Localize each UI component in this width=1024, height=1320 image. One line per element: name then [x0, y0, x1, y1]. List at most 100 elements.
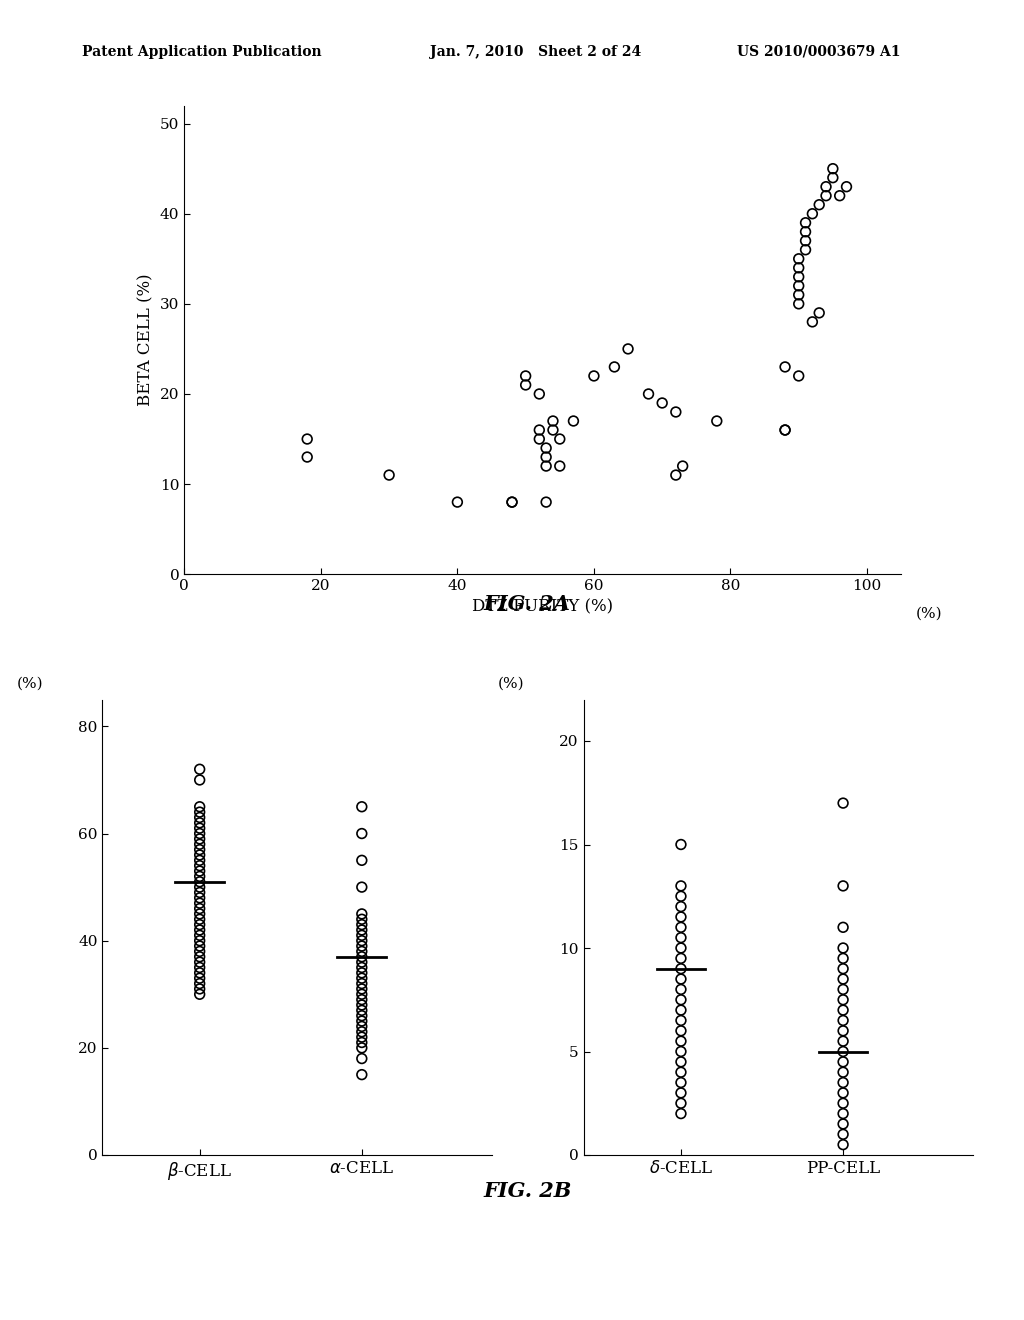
- Point: [804, 203, 820, 224]
- Point: [673, 937, 689, 958]
- Text: (%): (%): [498, 676, 524, 690]
- Point: [824, 158, 841, 180]
- Point: [798, 230, 814, 251]
- Point: [835, 916, 851, 937]
- Point: [673, 1104, 689, 1125]
- Point: [673, 1061, 689, 1082]
- Point: [531, 429, 548, 450]
- Point: [504, 491, 520, 512]
- Point: [791, 293, 807, 314]
- Point: [835, 999, 851, 1020]
- Point: [835, 1010, 851, 1031]
- Point: [353, 999, 370, 1020]
- Point: [191, 898, 208, 919]
- Point: [835, 875, 851, 896]
- Point: [818, 185, 835, 206]
- Point: [191, 759, 208, 780]
- Point: [353, 946, 370, 968]
- Point: [353, 994, 370, 1015]
- Point: [191, 920, 208, 941]
- Text: (%): (%): [915, 607, 942, 620]
- Point: [835, 1061, 851, 1082]
- Point: [191, 850, 208, 871]
- Point: [353, 1016, 370, 1038]
- Point: [673, 896, 689, 917]
- Point: [353, 1005, 370, 1026]
- Point: [353, 1064, 370, 1085]
- Point: [353, 1022, 370, 1043]
- Point: [673, 969, 689, 990]
- Point: [798, 213, 814, 234]
- Point: [835, 979, 851, 1001]
- Point: [191, 770, 208, 791]
- Point: [606, 356, 623, 378]
- Point: [191, 817, 208, 838]
- Point: [709, 411, 725, 432]
- Point: [191, 829, 208, 850]
- Point: [191, 892, 208, 913]
- Point: [353, 962, 370, 983]
- X-axis label: DTZ PURITY (%): DTZ PURITY (%): [472, 598, 613, 615]
- Point: [673, 1010, 689, 1031]
- Point: [673, 1093, 689, 1114]
- Point: [353, 920, 370, 941]
- Text: (%): (%): [16, 676, 43, 690]
- Point: [191, 812, 208, 833]
- Point: [552, 455, 568, 477]
- Point: [673, 875, 689, 896]
- Point: [791, 248, 807, 269]
- Point: [668, 401, 684, 422]
- Point: [791, 366, 807, 387]
- Point: [791, 257, 807, 279]
- Text: US 2010/0003679 A1: US 2010/0003679 A1: [737, 45, 901, 59]
- Point: [381, 465, 397, 486]
- Point: [191, 913, 208, 935]
- Point: [777, 356, 794, 378]
- Point: [353, 983, 370, 1005]
- Point: [673, 958, 689, 979]
- Point: [673, 834, 689, 855]
- Point: [191, 946, 208, 968]
- Text: FIG. 2B: FIG. 2B: [483, 1181, 571, 1201]
- Point: [673, 979, 689, 1001]
- Point: [538, 437, 554, 458]
- Point: [191, 876, 208, 898]
- Point: [673, 948, 689, 969]
- Point: [673, 1041, 689, 1063]
- Point: [668, 465, 684, 486]
- Point: [673, 1031, 689, 1052]
- Point: [353, 931, 370, 952]
- Point: [191, 834, 208, 855]
- Point: [835, 792, 851, 813]
- Point: [191, 983, 208, 1005]
- Point: [673, 886, 689, 907]
- Point: [450, 491, 466, 512]
- Point: [673, 999, 689, 1020]
- Point: [835, 1123, 851, 1144]
- Point: [835, 969, 851, 990]
- Point: [353, 876, 370, 898]
- Point: [191, 807, 208, 828]
- Point: [673, 1082, 689, 1104]
- Point: [299, 429, 315, 450]
- Point: [552, 429, 568, 450]
- Point: [191, 871, 208, 892]
- Text: FIG. 2A: FIG. 2A: [484, 594, 570, 614]
- Point: [191, 973, 208, 994]
- Point: [353, 936, 370, 957]
- Point: [835, 989, 851, 1010]
- Point: [818, 176, 835, 197]
- Point: [673, 916, 689, 937]
- Point: [538, 455, 554, 477]
- Point: [191, 936, 208, 957]
- Point: [565, 411, 582, 432]
- Point: [791, 276, 807, 297]
- Point: [353, 925, 370, 946]
- Point: [835, 1082, 851, 1104]
- Point: [191, 840, 208, 861]
- Point: [353, 850, 370, 871]
- Point: [835, 1093, 851, 1114]
- Point: [191, 908, 208, 929]
- Point: [191, 882, 208, 903]
- Point: [517, 375, 534, 396]
